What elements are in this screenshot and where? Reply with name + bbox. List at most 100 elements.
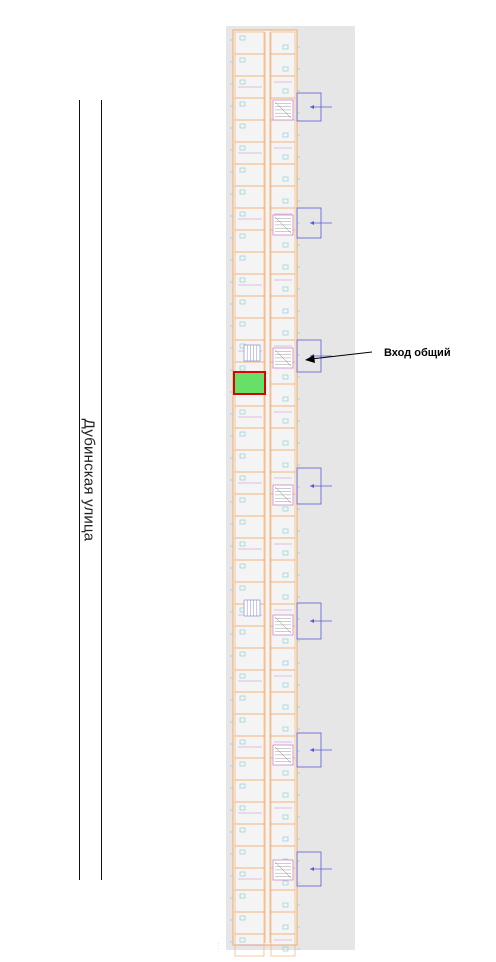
stair-icon	[272, 484, 294, 506]
stair-diagonal	[274, 616, 292, 634]
entrance-porch	[296, 92, 332, 122]
fixture	[282, 506, 289, 512]
porch-arrow	[310, 105, 314, 109]
selected-unit[interactable]	[233, 371, 266, 395]
fixture	[239, 321, 246, 327]
fixture	[282, 264, 289, 270]
entrance-arrow-icon	[305, 351, 373, 363]
fixture	[282, 418, 289, 424]
stair-icon	[272, 614, 294, 636]
entrance-porches-layer	[296, 92, 332, 887]
fixture	[239, 277, 246, 283]
fixture	[282, 902, 289, 908]
stair-icon	[272, 744, 294, 766]
porch-arrow	[310, 619, 314, 623]
stairwell	[243, 344, 261, 362]
fixture	[239, 123, 246, 129]
stair-diagonal	[274, 101, 292, 119]
fixture	[239, 827, 246, 833]
fixture	[282, 242, 289, 248]
stair-icon	[272, 347, 294, 369]
stair-diagonal	[274, 486, 292, 504]
fixture	[282, 396, 289, 402]
fixture	[282, 286, 289, 292]
fixture	[239, 717, 246, 723]
fixture	[239, 695, 246, 701]
fixture	[282, 550, 289, 556]
stairwell	[243, 599, 261, 617]
fixture	[239, 189, 246, 195]
fixture	[282, 330, 289, 336]
entrance-porch	[296, 732, 332, 768]
fixture	[239, 145, 246, 151]
fixture	[282, 880, 289, 886]
stair-diagonal	[274, 746, 292, 764]
street-line-right	[101, 100, 102, 880]
entrance-label: Вход общий	[384, 347, 451, 359]
stairwells-layer	[243, 99, 294, 881]
porch-arrow	[310, 748, 314, 752]
fixture	[282, 66, 289, 72]
fixture	[239, 255, 246, 261]
fixture	[239, 937, 246, 943]
fixture	[282, 594, 289, 600]
stair-icon	[272, 214, 294, 236]
fixture	[239, 167, 246, 173]
porch-arrow	[310, 867, 314, 871]
fixture	[282, 924, 289, 930]
stair-icon	[272, 99, 294, 121]
fixture	[282, 682, 289, 688]
room	[270, 933, 296, 957]
fixture	[282, 770, 289, 776]
fixture	[239, 233, 246, 239]
fixture	[282, 440, 289, 446]
room	[234, 933, 265, 957]
street-line-left	[79, 100, 80, 880]
porch-arrow	[310, 221, 314, 225]
fixture	[239, 915, 246, 921]
fixture	[239, 651, 246, 657]
fixture	[239, 739, 246, 745]
stair-icon	[243, 344, 261, 362]
fixture	[282, 704, 289, 710]
fixture	[239, 79, 246, 85]
fixture	[239, 475, 246, 481]
fixture	[282, 946, 289, 952]
stair-diagonal	[274, 349, 292, 367]
fixture	[282, 44, 289, 50]
fixture	[239, 805, 246, 811]
fixture	[239, 453, 246, 459]
fixture	[282, 308, 289, 314]
entrance-porch	[296, 602, 332, 640]
fixture	[282, 462, 289, 468]
fixture	[282, 836, 289, 842]
fixture	[239, 365, 246, 371]
fixture	[239, 893, 246, 899]
fixture	[282, 154, 289, 160]
fixture	[239, 585, 246, 591]
fixture	[239, 563, 246, 569]
fixture	[282, 88, 289, 94]
fixture	[239, 497, 246, 503]
fixture	[239, 211, 246, 217]
fixture	[282, 792, 289, 798]
fixture	[282, 660, 289, 666]
fixture	[282, 572, 289, 578]
entrance-porch	[296, 207, 332, 239]
fixture	[239, 431, 246, 437]
fixture	[239, 35, 246, 41]
sheet-note: · · ·	[216, 942, 221, 949]
stair-diagonal	[274, 861, 292, 879]
fixture	[282, 726, 289, 732]
fixture	[239, 761, 246, 767]
fixture	[282, 374, 289, 380]
fixture	[239, 629, 246, 635]
stair-diagonal	[274, 216, 292, 234]
fixture	[239, 57, 246, 63]
fixture	[239, 409, 246, 415]
fixture	[282, 638, 289, 644]
fixture	[282, 528, 289, 534]
fixture	[239, 849, 246, 855]
fixture	[239, 871, 246, 877]
